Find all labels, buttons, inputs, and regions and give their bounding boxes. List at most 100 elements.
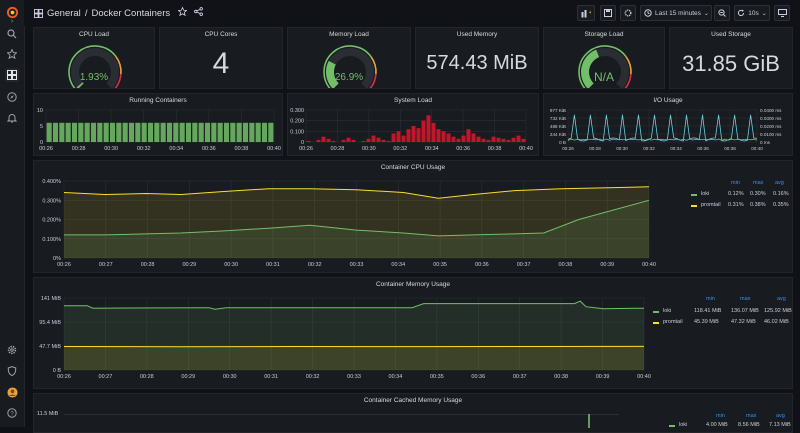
panel-title: Container CPU Usage xyxy=(34,164,792,171)
settings-button[interactable] xyxy=(620,5,636,21)
x-tick-label: 00:31 xyxy=(266,262,280,268)
panel-title: Memory Load xyxy=(288,31,410,38)
sysload-bar xyxy=(387,141,391,142)
legend-header-min: min xyxy=(716,413,725,419)
cpu-cores-panel[interactable]: CPU Cores 4 xyxy=(159,27,283,89)
sysload-bar xyxy=(517,136,521,142)
legend-max: 0.30% xyxy=(750,191,766,197)
x-tick-label: 00:32 xyxy=(393,146,407,152)
sysload-bar xyxy=(347,138,351,142)
running-bar xyxy=(192,123,197,142)
sysload-bar xyxy=(307,141,311,142)
x-tick-label: 00:36 xyxy=(475,262,489,268)
panel-title: CPU Load xyxy=(34,31,154,38)
storage-load-value: N/A xyxy=(544,70,664,84)
x-tick-label: 00:30 xyxy=(362,146,376,152)
cpu-load-panel[interactable]: CPU Load 1.93% xyxy=(33,27,155,89)
breadcrumb-folder[interactable]: General xyxy=(47,8,81,19)
io-read-line xyxy=(568,115,757,141)
legend-min: 118.41 MiB xyxy=(694,308,721,314)
used-memory-value: 574.43 MiB xyxy=(416,52,538,75)
sysload-bar xyxy=(372,136,376,142)
sysload-bar xyxy=(462,136,466,142)
dashboards-grid-icon xyxy=(34,9,43,18)
running-bar xyxy=(142,123,147,142)
x-tick-label: 00:30 xyxy=(104,146,118,152)
running-bar xyxy=(180,123,185,142)
sysload-bar xyxy=(342,140,346,142)
x-tick-label: 00:26 xyxy=(57,262,71,268)
legend-name: loki xyxy=(663,308,671,314)
monitor-icon xyxy=(778,9,787,17)
legend-avg: 125.92 MiB xyxy=(764,308,792,314)
help-icon[interactable]: ? xyxy=(5,406,19,420)
x-tick-label: 00:35 xyxy=(430,374,444,380)
compass-icon[interactable] xyxy=(5,90,19,104)
star-icon[interactable] xyxy=(5,47,19,61)
sysload-bar xyxy=(362,141,366,142)
user-avatar-icon[interactable] xyxy=(5,385,19,399)
y-tick-label: 488 KiB xyxy=(550,124,566,129)
legend-avg: 46.02 MiB xyxy=(764,319,789,325)
running-bar xyxy=(97,123,102,142)
save-dashboard-button[interactable] xyxy=(600,5,616,21)
panel-title: Storage Load xyxy=(544,31,664,38)
x-tick-label: 00:30 xyxy=(223,374,237,380)
container-cpu-usage-panel[interactable]: Container CPU Usage 0.400%0.300%0.200%0.… xyxy=(33,160,793,273)
save-icon xyxy=(604,9,612,17)
share-icon[interactable] xyxy=(194,7,203,19)
shield-icon[interactable] xyxy=(5,364,19,378)
sysload-bar xyxy=(467,129,471,142)
panel-title: Running Containers xyxy=(34,97,282,104)
sidebar: › ? xyxy=(0,0,25,427)
x-tick-label: 00:35 xyxy=(433,262,447,268)
running-bar xyxy=(116,123,121,142)
sysload-bar xyxy=(472,133,476,142)
container-cached-memory-panel[interactable]: Container Cached Memory Usage 11.5 MiB m… xyxy=(33,393,793,433)
x-tick-label: 00:40 xyxy=(519,146,533,152)
running-bar xyxy=(262,123,267,142)
y-tick-label: 244 KiB xyxy=(550,132,566,137)
expand-menu-icon[interactable]: › xyxy=(5,16,19,26)
panel-title: I/O Usage xyxy=(544,97,792,104)
bell-icon[interactable] xyxy=(5,111,19,125)
tv-mode-button[interactable] xyxy=(774,5,790,21)
x-tick-label: 00:26 xyxy=(57,374,71,380)
legend-name: promtail xyxy=(663,319,683,325)
y-tick-label: 0.300 xyxy=(290,108,304,114)
star-dashboard-icon[interactable] xyxy=(178,7,187,19)
dashboard-title[interactable]: Docker Containers xyxy=(91,8,170,19)
add-panel-button[interactable]: + xyxy=(577,5,595,21)
x-tick-label: 00:28 xyxy=(72,146,86,152)
sysload-bar xyxy=(392,133,396,142)
memory-load-panel[interactable]: Memory Load 26.9% xyxy=(287,27,411,89)
search-icon[interactable] xyxy=(5,27,19,41)
legend-header-max: max xyxy=(753,180,763,186)
refresh-picker[interactable]: 10s ⌄ xyxy=(734,5,770,21)
used-memory-panel[interactable]: Used Memory 574.43 MiB xyxy=(415,27,539,89)
x-tick-label: 00:33 xyxy=(350,262,364,268)
used-storage-panel[interactable]: Used Storage 31.85 GiB xyxy=(669,27,793,89)
x-tick-label: 00:38 xyxy=(235,146,249,152)
sysload-bar xyxy=(487,140,491,142)
x-tick-label: 00:31 xyxy=(264,374,278,380)
time-range-picker[interactable]: Last 15 minutes ⌄ xyxy=(640,5,712,21)
x-tick-label: 00:36 xyxy=(456,146,470,152)
running-bar xyxy=(59,123,64,142)
gear-icon[interactable] xyxy=(5,343,19,357)
sysload-bar xyxy=(322,137,326,142)
add-panel-icon: + xyxy=(581,9,591,18)
zoom-out-button[interactable] xyxy=(714,5,730,21)
x-tick-label: 00:33 xyxy=(347,374,361,380)
storage-load-panel[interactable]: Storage Load N/A xyxy=(543,27,665,89)
sysload-bar xyxy=(407,129,411,142)
panel-title: Container Cached Memory Usage xyxy=(34,397,792,404)
x-tick-label: 00:36 xyxy=(697,146,709,151)
legend-header-avg: avg xyxy=(776,413,785,419)
sysload-bar xyxy=(507,140,511,142)
dashboards-grid-icon[interactable] xyxy=(5,68,19,82)
